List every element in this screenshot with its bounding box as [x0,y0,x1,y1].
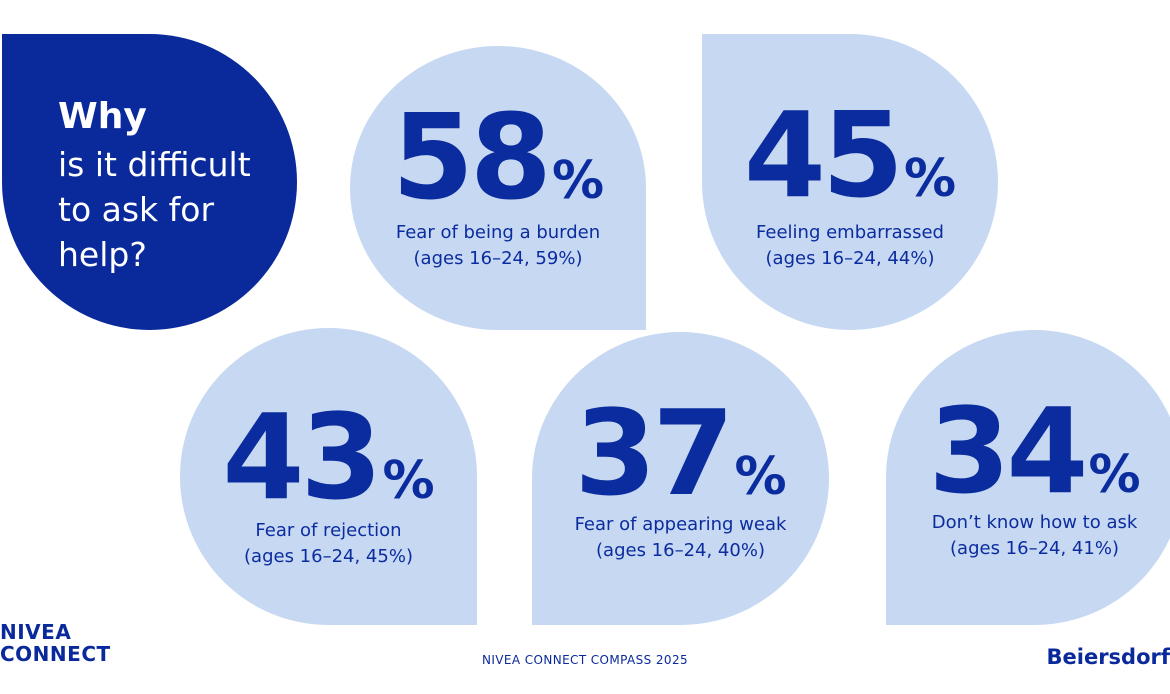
stat-label: Fear of being a burden [395,222,601,243]
stat-sub: (ages 16–24, 45%) [244,546,413,567]
stat-label: Fear of appearing weak [574,514,787,535]
stat-value: 34% [928,382,1141,520]
stat-sub: (ages 16–24, 44%) [765,248,935,269]
beiersdorf-logo: Beiersdorf [1046,645,1170,669]
title-bubble [2,34,297,330]
stat-sub: (ages 16–24, 40%) [596,540,765,561]
logo-line: CONNECT [0,642,111,666]
stat-value: 45% [743,86,957,224]
stat-bubble-weak: 37% Fear of appearing weak (ages 16–24, … [532,332,829,625]
title-line: to ask for [58,190,215,229]
stat-label: Don’t know how to ask [931,512,1138,533]
title-line: help? [58,235,147,274]
stat-value: 43% [222,388,435,526]
stat-label: Feeling embarrassed [756,222,944,243]
stat-label: Fear of rejection [255,520,402,541]
title-bold: Why [58,96,147,137]
stat-bubble-burden: 58% Fear of being a burden (ages 16–24, … [350,46,646,330]
title-text: is it difficult to ask for help? [58,142,251,277]
title-line: is it difficult [58,145,251,184]
stat-bubble-embarrassed: 45% Feeling embarrassed (ages 16–24, 44%… [702,34,998,330]
stat-value: 37% [574,384,787,522]
logo-line: NIVEA [0,620,72,644]
stat-sub: (ages 16–24, 59%) [413,248,583,269]
nivea-connect-logo: NIVEA CONNECT [0,621,111,665]
footer-caption: NIVEA CONNECT COMPASS 2025 [481,653,689,667]
stat-value: 58% [391,88,605,226]
stat-sub: (ages 16–24, 41%) [950,538,1119,559]
stat-bubble-rejection: 43% Fear of rejection (ages 16–24, 45%) [180,328,477,625]
stat-bubble-dont-know: 34% Don’t know how to ask (ages 16–24, 4… [886,330,1170,625]
